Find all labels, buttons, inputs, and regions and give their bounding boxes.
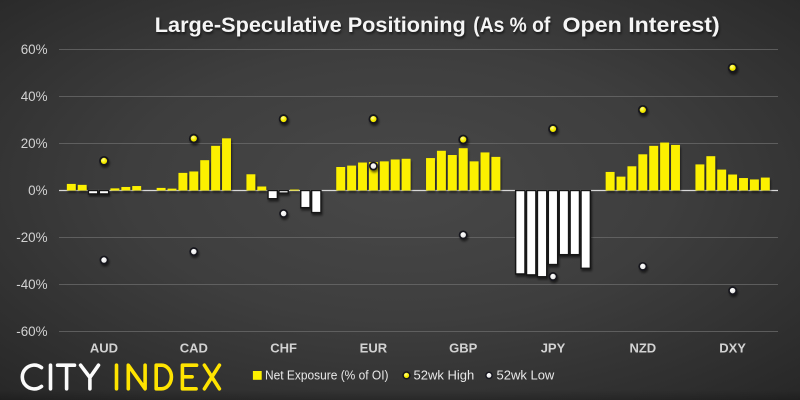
svg-text:0%: 0% (28, 183, 47, 198)
svg-text:CHF: CHF (270, 341, 297, 356)
svg-text:EUR: EUR (360, 341, 388, 356)
svg-text:AUD: AUD (90, 341, 118, 356)
svg-text:GBP: GBP (449, 341, 478, 356)
svg-text:Open Interest): Open Interest) (563, 14, 720, 37)
svg-text:-20%: -20% (16, 230, 47, 245)
svg-text:DXY: DXY (719, 341, 746, 356)
svg-text:-60%: -60% (16, 324, 47, 339)
svg-text:-40%: -40% (16, 277, 47, 292)
svg-text:CAD: CAD (180, 341, 208, 356)
svg-text:52wk High: 52wk High (414, 368, 475, 383)
svg-text:40%: 40% (21, 89, 48, 104)
svg-text:20%: 20% (21, 136, 48, 151)
svg-text:52wk Low: 52wk Low (497, 368, 555, 383)
svg-text:JPY: JPY (541, 341, 566, 356)
svg-text:Net Exposure (% of OI): Net Exposure (% of OI) (265, 368, 389, 383)
svg-text:(As % of: (As % of (473, 14, 551, 37)
svg-text:Large-Speculative Positioning: Large-Speculative Positioning (155, 14, 466, 37)
svg-text:60%: 60% (21, 42, 48, 57)
svg-text:NZD: NZD (629, 341, 656, 356)
